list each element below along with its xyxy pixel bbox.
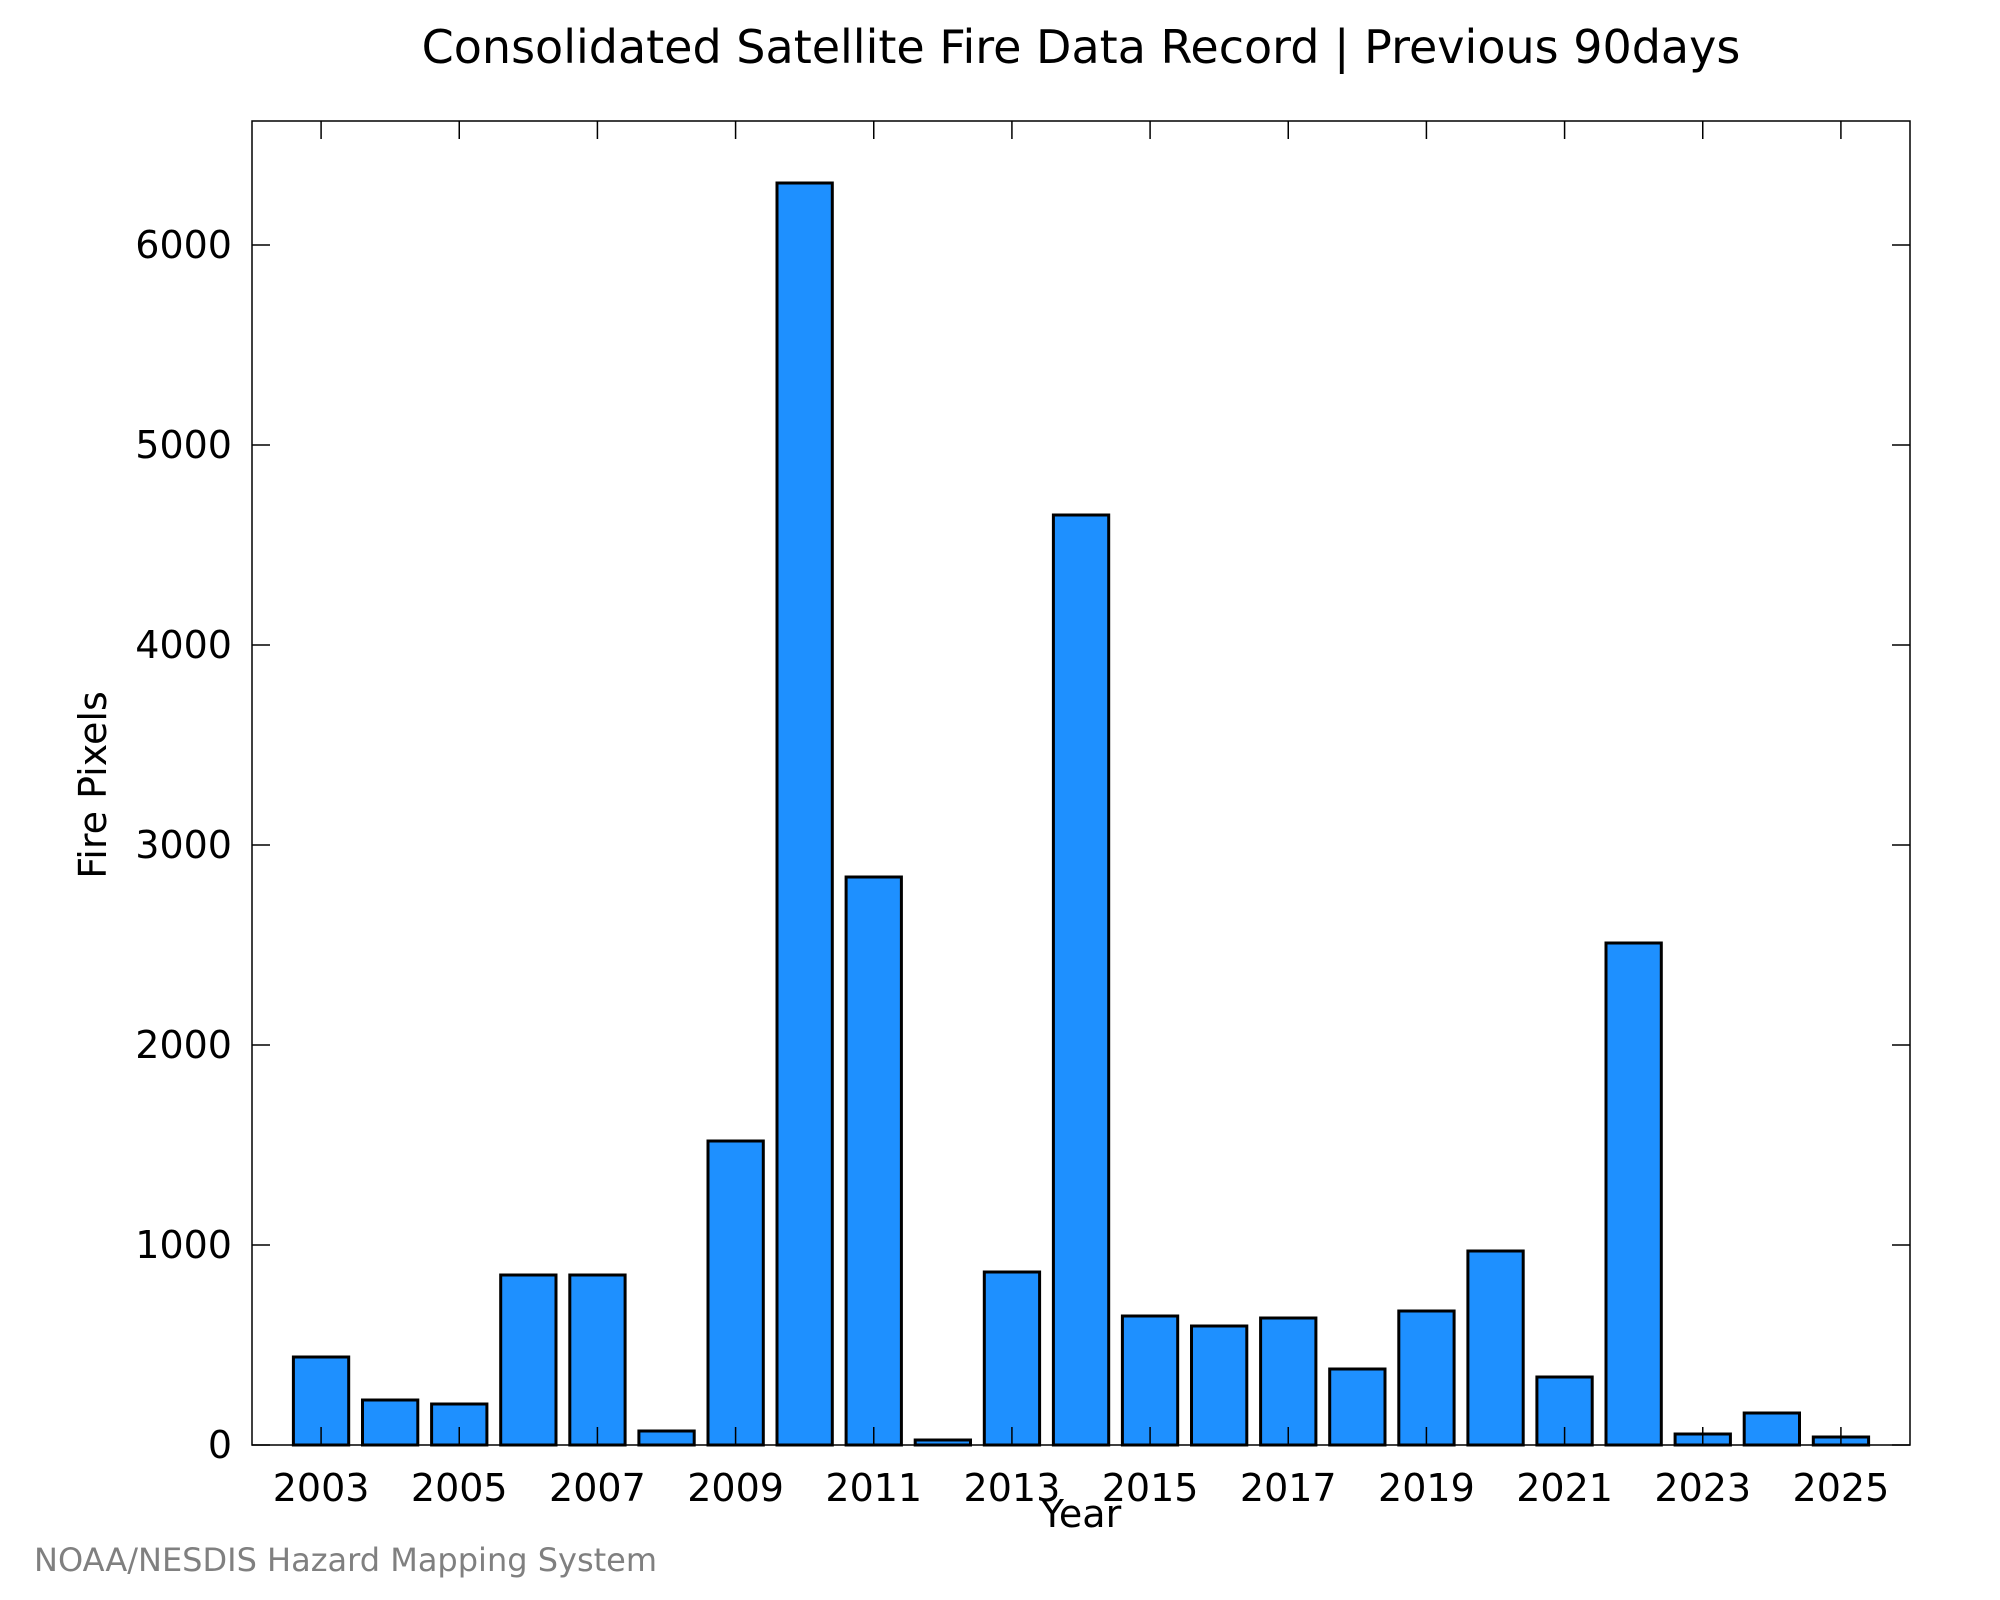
x-tick-label-2007: 2007 (549, 1466, 646, 1510)
bar-2014 (1051, 513, 1111, 1447)
bar-2018 (1328, 1367, 1387, 1447)
y-tick-label-6000: 6000 (135, 223, 232, 267)
bar-2013 (982, 1270, 1042, 1447)
bar-2011 (844, 875, 903, 1447)
bar-2015 (1120, 1314, 1180, 1447)
plot-frame (251, 120, 1911, 1446)
chart-title: Consolidated Satellite Fire Data Record … (422, 20, 1741, 75)
bar-2019 (1397, 1309, 1456, 1447)
bar-2008 (637, 1429, 696, 1447)
y-tick-label-0: 0 (208, 1423, 232, 1467)
x-tick-label-2023: 2023 (1654, 1466, 1751, 1510)
bar-2020 (1466, 1249, 1525, 1447)
tick-labels-group: 2003 2005 2007 2009 2011 2013 2015 2017 2019 2021… (135, 223, 1889, 1510)
x-tick-label-2017: 2017 (1240, 1466, 1337, 1510)
x-tick-label-2021: 2021 (1516, 1466, 1613, 1510)
y-tick-label-2000: 2000 (135, 1023, 232, 1067)
bar-2004 (361, 1398, 420, 1447)
bar-2010 (775, 181, 834, 1447)
bar-2006 (499, 1273, 558, 1447)
credit-text: NOAA/NESDIS Hazard Mapping System (34, 1541, 657, 1579)
y-tick-label-3000: 3000 (135, 823, 232, 867)
bars-group (291, 181, 1871, 1447)
bar-2016 (1190, 1324, 1249, 1447)
y-tick-label-5000: 5000 (135, 423, 232, 467)
bar-2007 (568, 1273, 627, 1447)
y-tick-label-1000: 1000 (135, 1223, 232, 1267)
bar-2009 (706, 1139, 765, 1447)
x-tick-label-2003: 2003 (273, 1466, 370, 1510)
bar-2024 (1742, 1411, 1801, 1447)
x-tick-label-2005: 2005 (411, 1466, 508, 1510)
x-tick-label-2015: 2015 (1102, 1466, 1199, 1510)
x-tick-label-2009: 2009 (687, 1466, 784, 1510)
bar-2017 (1259, 1316, 1318, 1447)
x-axis-label: Year (1040, 1492, 1122, 1536)
x-tick-label-2019: 2019 (1378, 1466, 1475, 1510)
bar-2022 (1604, 941, 1663, 1447)
y-axis-label: Fire Pixels (71, 691, 115, 879)
x-tick-label-2025: 2025 (1793, 1466, 1890, 1510)
y-tick-label-4000: 4000 (135, 623, 232, 667)
x-tick-label-2011: 2011 (825, 1466, 922, 1510)
x-tick-label-2013: 2013 (964, 1466, 1061, 1510)
